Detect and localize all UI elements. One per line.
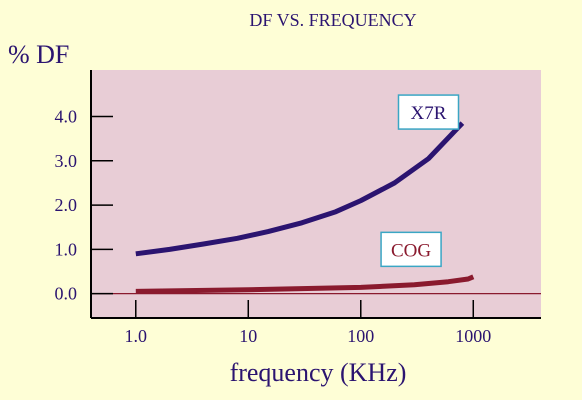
y-tick-label: 2.0 <box>55 195 78 215</box>
x-tick-label: 10 <box>239 326 257 346</box>
series-label-cog: COG <box>391 240 431 261</box>
x-tick-label: 1.0 <box>125 326 148 346</box>
x-axis-label: frequency (KHz) <box>230 358 407 387</box>
y-tick-group: 0.0 1.0 2.0 3.0 4.0 <box>55 107 113 304</box>
x-tick-label: 100 <box>347 326 374 346</box>
series-group <box>135 121 475 294</box>
y-axis-label: % DF <box>8 40 69 69</box>
series-line-x7r <box>135 121 465 257</box>
plot-area <box>91 70 541 318</box>
y-tick-label: 0.0 <box>55 284 78 304</box>
series-label-group: X7R COG <box>380 94 460 268</box>
x-tick-group: 1.0 10 100 1000 <box>125 300 491 346</box>
x-tick-label: 1000 <box>455 326 491 346</box>
series-label-box <box>397 94 460 130</box>
y-tick-label: 3.0 <box>55 151 78 171</box>
y-tick-label: 1.0 <box>55 239 78 259</box>
series-label-box <box>380 231 442 268</box>
series-line-cog <box>135 274 475 294</box>
y-tick-label: 4.0 <box>55 107 78 127</box>
chart-title: DF VS. FREQUENCY <box>249 10 416 30</box>
series-label-x7r: X7R <box>411 103 447 124</box>
